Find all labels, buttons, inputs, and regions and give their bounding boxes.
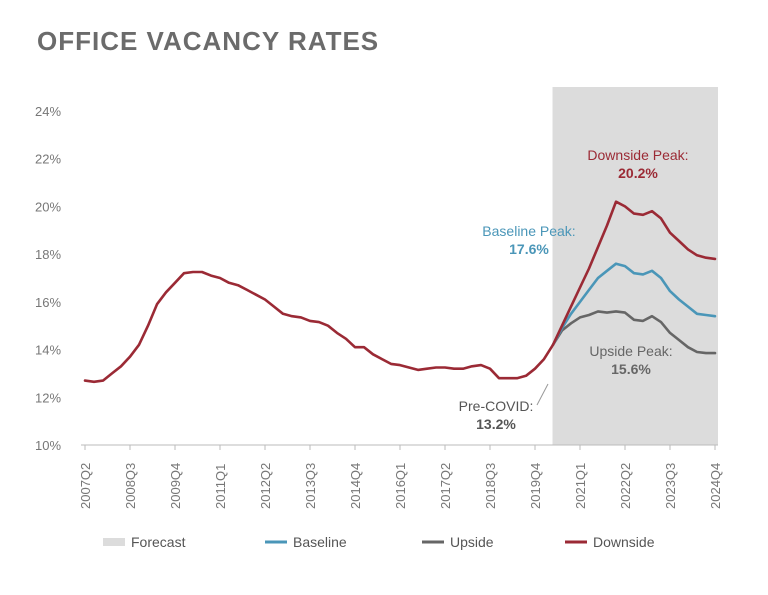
- legend-label-downside: Downside: [593, 534, 655, 550]
- legend-label-baseline: Baseline: [293, 534, 347, 550]
- downside-peak-label: Downside Peak:: [587, 147, 688, 163]
- series-line-upside: [551, 310, 717, 355]
- x-tick-label: 2019Q4: [528, 463, 543, 509]
- upside-peak-value: 15.6%: [611, 361, 651, 377]
- x-tick-label: 2012Q2: [258, 463, 273, 509]
- baseline-peak-label: Baseline Peak:: [482, 223, 575, 239]
- x-tick-label: 2024Q4: [708, 463, 723, 509]
- x-tick-label: 2007Q2: [78, 463, 93, 509]
- legend-label-upside: Upside: [450, 534, 494, 550]
- x-tick-label: 2023Q3: [663, 463, 678, 509]
- y-tick-label: 16%: [35, 295, 61, 310]
- upside-peak-label: Upside Peak:: [589, 343, 672, 359]
- x-tick-label: 2013Q3: [303, 463, 318, 509]
- x-tick-label: 2016Q1: [393, 463, 408, 509]
- x-tick-label: 2014Q4: [348, 463, 363, 509]
- y-tick-label: 14%: [35, 343, 61, 358]
- x-tick-label: 2021Q1: [573, 463, 588, 509]
- y-tick-label: 18%: [35, 247, 61, 262]
- precovid-peak-value: 13.2%: [476, 416, 516, 432]
- x-tick-label: 2008Q3: [123, 463, 138, 509]
- precovid-peak-label: Pre-COVID:: [459, 398, 534, 414]
- x-tick-label: 2009Q4: [168, 463, 183, 509]
- x-tick-label: 2022Q2: [618, 463, 633, 509]
- x-tick-label: 2011Q1: [213, 464, 228, 509]
- series-line-baseline: [551, 262, 717, 347]
- legend-swatch-forecast: [103, 538, 125, 546]
- y-tick-label: 10%: [35, 438, 61, 453]
- forecast-region: [552, 87, 718, 445]
- chart-title: OFFICE VACANCY RATES: [37, 26, 380, 56]
- y-tick-label: 22%: [35, 152, 61, 167]
- downside-peak-value: 20.2%: [618, 165, 658, 181]
- y-tick-label: 20%: [35, 199, 61, 214]
- x-tick-label: 2017Q2: [438, 463, 453, 509]
- series-line-downside: [83, 200, 717, 384]
- baseline-peak-value: 17.6%: [509, 241, 549, 257]
- x-tick-label: 2018Q3: [483, 463, 498, 509]
- precovid-leader-line: [536, 383, 549, 406]
- y-tick-label: 12%: [35, 390, 61, 405]
- y-tick-label: 24%: [35, 104, 61, 119]
- legend-label-forecast: Forecast: [131, 534, 186, 550]
